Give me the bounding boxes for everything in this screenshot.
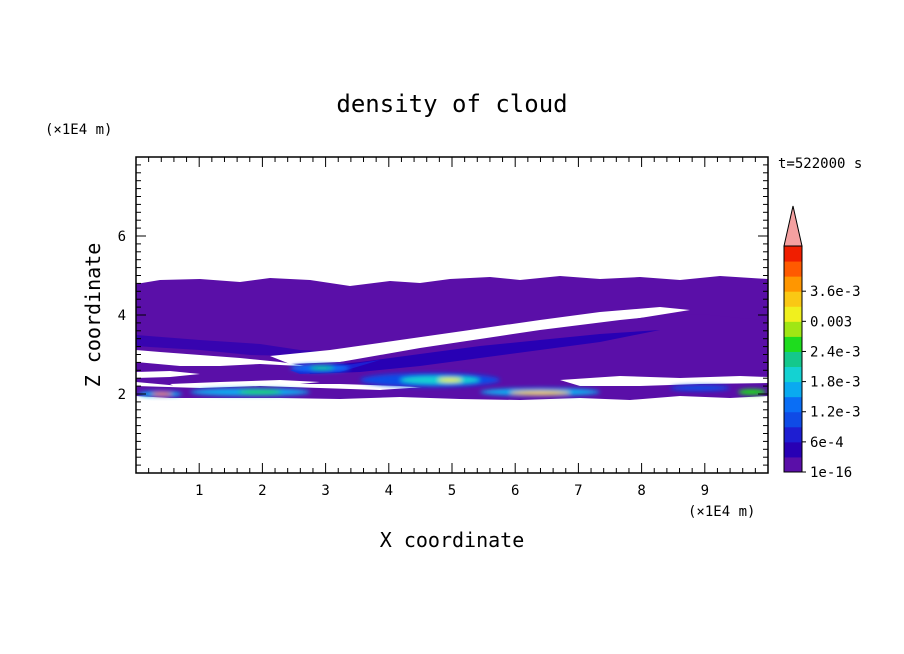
colorbar-swatch (784, 411, 802, 428)
y-tick-label: 2 (118, 387, 126, 403)
x-axis-label: X coordinate (380, 528, 525, 552)
x-tick-label: 9 (701, 483, 709, 499)
colorbar: 1e-16 6e-4 1.2e-3 1.8e-3 2.4e-3 0.003 3.6e-3 (783, 205, 861, 481)
colorbar-swatch (784, 261, 802, 277)
x-tick-label: 3 (321, 483, 329, 499)
clear-slit-left (136, 371, 200, 378)
x-tick-label: 6 (511, 483, 519, 499)
colorbar-label: 2.4e-3 (810, 344, 861, 360)
colorbar-extend-arrow (783, 205, 803, 247)
cloud-main-core (300, 330, 660, 374)
colorbar-swatch (784, 396, 802, 413)
colorbar-swatch (784, 291, 802, 307)
colorbar-swatch (784, 456, 802, 473)
plot-area: 1 2 3 4 5 6 7 8 9 2 4 6 (118, 156, 769, 499)
colorbar-label: 6e-4 (810, 435, 844, 451)
colorbar-swatch (784, 321, 802, 337)
colorbar-swatch (784, 441, 802, 458)
x-tick-label: 7 (574, 483, 582, 499)
y-ticks: 2 4 6 (118, 164, 768, 466)
x-tick-label: 2 (258, 483, 266, 499)
colorbar-frame (783, 245, 803, 473)
x-tick-label: 8 (637, 483, 645, 499)
colorbar-swatch (784, 426, 802, 443)
colorbar-swatch (784, 336, 802, 352)
colorbar-swatch (784, 246, 802, 262)
y-axis-label: Z coordinate (81, 243, 105, 388)
colorbar-label: 3.6e-3 (810, 284, 861, 300)
x-unit-label: (×1E4 m) (688, 504, 755, 520)
cloud-field (136, 276, 768, 400)
colorbar-label: 1.8e-3 (810, 375, 861, 391)
colorbar-swatch (784, 381, 802, 398)
colorbar-swatch (784, 276, 802, 292)
core-left-cyan (310, 366, 334, 370)
colorbar-label: 1.2e-3 (810, 405, 861, 421)
cloud-upper-edge (136, 335, 340, 356)
colorbar-swatch (784, 306, 802, 322)
colorbar-swatch (784, 366, 802, 383)
colorbar-label: 1e-16 (810, 465, 852, 481)
core-far-right (670, 385, 730, 391)
x-ticks: 1 2 3 4 5 6 7 8 9 (148, 157, 769, 499)
clear-gap (270, 307, 690, 364)
y-unit-label: (×1E4 m) (45, 122, 112, 138)
core-edge-left-red (152, 392, 172, 396)
colorbar-label: 0.003 (810, 314, 852, 330)
core-low-left-green (238, 390, 282, 394)
cloud-upper-layer (136, 276, 768, 372)
clear-slit-lower (170, 380, 320, 389)
x-tick-label: 1 (195, 483, 203, 499)
core-low-right-yellow (510, 391, 570, 395)
x-tick-label: 4 (385, 483, 393, 499)
core-center-yellow (438, 378, 462, 382)
y-tick-label: 4 (118, 308, 126, 324)
chart-title: density of cloud (336, 90, 567, 118)
x-tick-label: 5 (448, 483, 456, 499)
clear-slit-right (560, 376, 768, 386)
y-tick-label: 6 (118, 229, 126, 245)
colorbar-swatch (784, 351, 802, 368)
time-label: t=522000 s (778, 156, 862, 172)
